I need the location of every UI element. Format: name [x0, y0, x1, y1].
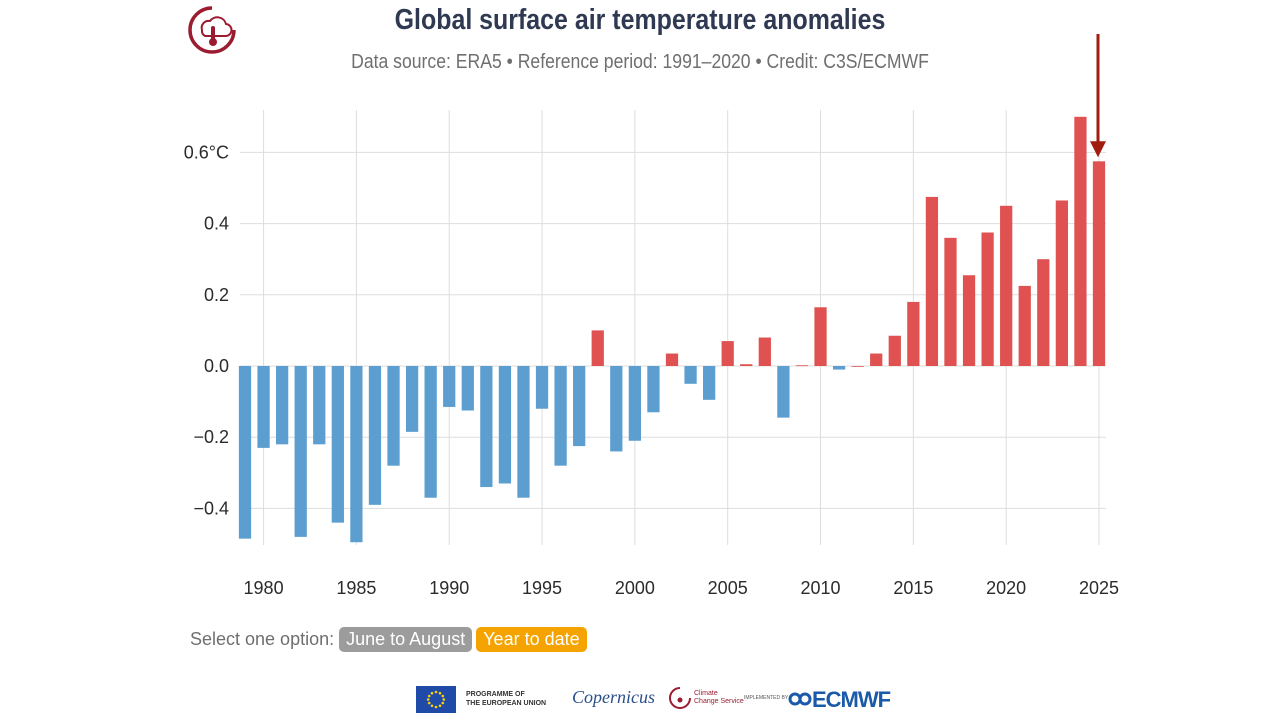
bar-2000 — [628, 366, 641, 441]
x-tick-label: 2005 — [708, 578, 748, 598]
highlight-arrow-head-icon — [1090, 141, 1106, 158]
y-tick-label: 0.6°C — [184, 142, 229, 162]
bar-1979 — [238, 366, 252, 539]
bar-1998 — [591, 330, 604, 366]
y-tick-label: −0.4 — [193, 498, 229, 518]
copernicus-logo: Copernicus — [572, 687, 656, 707]
bar-1985 — [350, 366, 363, 543]
bar-1996 — [554, 366, 567, 466]
bar-1980 — [257, 366, 270, 448]
bar-1991 — [461, 366, 474, 411]
x-tick-label: 2020 — [986, 578, 1026, 598]
bar-2009 — [795, 365, 809, 367]
bar-2015 — [907, 301, 920, 366]
eu-programme-text: PROGRAMME OF THE EUROPEAN UNION — [466, 691, 547, 707]
x-tick-label: 1990 — [429, 578, 469, 598]
bar-2011 — [832, 366, 846, 370]
bar-2013 — [870, 353, 883, 366]
bar-2016 — [925, 196, 939, 366]
y-tick-label: 0.4 — [204, 214, 229, 234]
ccs-logo-text: Climate Change Service — [694, 690, 744, 705]
partner-logos-footer: PROGRAMME OF THE EUROPEAN UNION Copernic… — [0, 684, 1280, 716]
x-tick-label: 2000 — [615, 578, 655, 598]
bar-1987 — [387, 366, 400, 466]
y-tick-label: 0.0 — [204, 356, 229, 376]
ecmwf-logo-text: ECMWF — [812, 687, 891, 712]
bar-2023 — [1055, 200, 1068, 366]
bar-1995 — [535, 366, 549, 409]
implemented-by-text: IMPLEMENTED BY — [744, 695, 789, 701]
bar-2020 — [1000, 205, 1013, 366]
x-tick-label: 1995 — [522, 578, 562, 598]
bar-1989 — [424, 366, 437, 498]
ecmwf-logo-icon — [788, 692, 812, 706]
x-tick-label: 2010 — [800, 578, 840, 598]
y-tick-label: −0.2 — [193, 427, 229, 447]
x-tick-label: 1985 — [336, 578, 376, 598]
bar-2012 — [851, 366, 864, 367]
bar-2003 — [684, 366, 697, 384]
eu-flag-icon — [416, 686, 456, 713]
bar-1982 — [294, 366, 307, 537]
bar-2004 — [703, 366, 716, 400]
bar-2024 — [1074, 116, 1087, 366]
chart-subtitle: Data source: ERA5 • Reference period: 19… — [351, 51, 929, 73]
bar-1999 — [610, 366, 623, 452]
ccs-logo-icon — [669, 687, 691, 709]
climate-change-service-logo-icon — [188, 6, 236, 54]
y-tick-label: 0.2 — [204, 285, 229, 305]
bar-2005 — [721, 341, 734, 366]
bar-2025 — [1092, 161, 1106, 366]
bar-1984 — [331, 366, 344, 523]
chart-title: Global surface air temperature anomalies — [394, 4, 886, 36]
bar-1986 — [368, 366, 382, 505]
bar-2008 — [777, 366, 790, 418]
select-label: Select one option: — [190, 629, 335, 649]
bar-2007 — [758, 337, 771, 366]
bar-2022 — [1037, 259, 1050, 366]
bar-2018 — [962, 275, 976, 366]
bar-1981 — [276, 366, 289, 445]
bar-2010 — [814, 307, 827, 366]
option-selector: Select one option: June to August Year t… — [190, 627, 591, 652]
bar-1983 — [313, 366, 326, 445]
option-year-to-date-button[interactable]: Year to date — [476, 627, 587, 652]
bar-1994 — [517, 366, 530, 498]
bar-2002 — [665, 353, 679, 366]
bar-2006 — [740, 364, 753, 366]
bar-chart: −0.4 −0.2 0.0 0.2 0.4 0.6°C 1980 1985 1990 1995 20… — [184, 34, 1119, 598]
bar-2001 — [647, 366, 660, 413]
option-june-to-august-button[interactable]: June to August — [339, 627, 473, 652]
bar-2021 — [1018, 285, 1031, 366]
x-tick-label: 2015 — [893, 578, 933, 598]
x-tick-label: 2025 — [1079, 578, 1119, 598]
bar-1993 — [498, 366, 512, 484]
bar-1992 — [480, 366, 493, 488]
bar-2014 — [888, 335, 901, 366]
bar-2017 — [944, 237, 957, 366]
bar-1997 — [573, 366, 586, 447]
bar-1990 — [443, 366, 456, 407]
bar-2019 — [981, 232, 994, 366]
bar-1988 — [405, 366, 419, 432]
x-tick-label: 1980 — [244, 578, 284, 598]
